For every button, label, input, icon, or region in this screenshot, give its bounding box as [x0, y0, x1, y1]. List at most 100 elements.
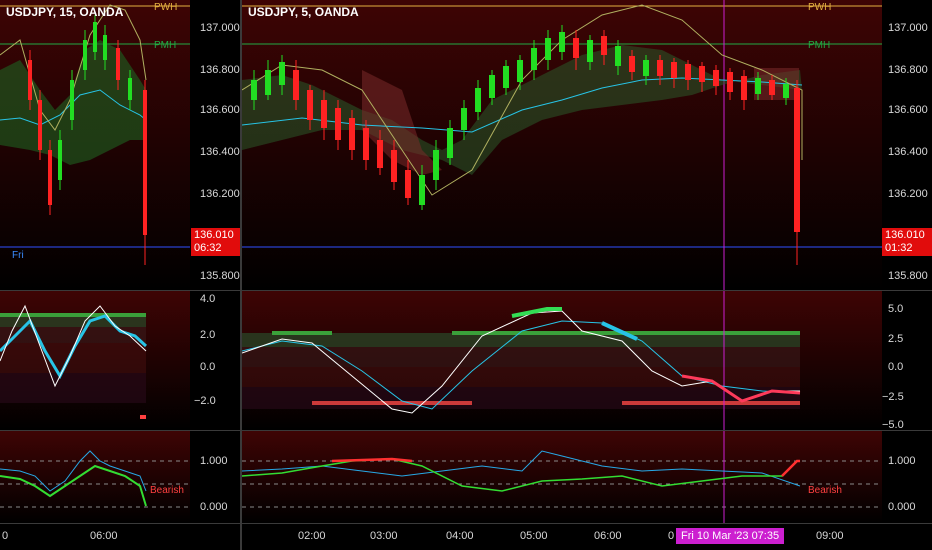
left-countdown: 06:32: [194, 242, 222, 254]
left-status-label: Bearish: [150, 485, 184, 496]
left-pmh-label: PMH: [154, 40, 177, 51]
left-price-pane[interactable]: USDJPY, 15, OANDA PWH PMH Fri: [0, 0, 190, 290]
right-pmh-label: PMH: [808, 40, 831, 51]
right-price-axis[interactable]: 137.000 136.800 136.600 136.400 136.200 …: [882, 0, 932, 290]
right-chart-title: USDJPY, 5, OANDA: [248, 5, 359, 19]
right-oscillator-pane[interactable]: [242, 291, 882, 430]
right-osc-tick: 5.0: [888, 303, 904, 315]
right-price-tick: 137.000: [888, 22, 928, 34]
candle-body: [251, 80, 257, 100]
pane-divider[interactable]: [0, 290, 932, 291]
candle-body: [783, 84, 789, 98]
candle-body: [265, 70, 271, 95]
right-strength-tick: 1.000: [888, 455, 916, 467]
right-time-tick: 09:00: [816, 530, 844, 542]
candle-body: [601, 36, 607, 55]
candle-body: [573, 38, 579, 58]
left-oscillator-pane[interactable]: [0, 291, 190, 430]
right-price-plot: [242, 0, 882, 290]
candle-body: [293, 70, 299, 100]
left-last-price: 136.010: [194, 229, 234, 241]
chart-divider[interactable]: [240, 0, 242, 550]
candle-body: [741, 76, 747, 100]
left-strength-tick: 1.000: [200, 455, 228, 467]
right-osc-tick: −2.5: [882, 391, 904, 403]
left-strength-tick: 0.000: [200, 501, 228, 513]
right-price-tick: 136.200: [888, 188, 928, 200]
right-strength-plot: [242, 431, 882, 523]
right-oscillator-axis[interactable]: 5.0 2.5 0.0 −2.5 −5.0: [882, 291, 932, 430]
candle-body: [699, 66, 705, 82]
right-osc-tick: 2.5: [888, 333, 904, 345]
right-status-label: Bearish: [808, 485, 842, 496]
right-price-tick: 136.400: [888, 146, 928, 158]
candle-body: [769, 80, 775, 95]
candle-body: [433, 150, 439, 180]
left-osc-tick: 4.0: [200, 293, 216, 305]
left-strength-plot: [0, 450, 190, 508]
candle-body: [279, 62, 285, 85]
right-price-pane[interactable]: USDJPY, 5, OANDA PWH PMH: [242, 0, 882, 290]
left-time-axis[interactable]: 0 06:00: [0, 524, 240, 550]
pane-divider[interactable]: [0, 523, 932, 524]
candle-body: [755, 78, 761, 94]
right-time-tick: 06:00: [594, 530, 622, 542]
right-oscillator-plot: [242, 291, 801, 430]
right-price-tick: 136.800: [888, 64, 928, 76]
candle-body: [489, 75, 495, 98]
candle-body: [377, 140, 383, 168]
left-chart-title: USDJPY, 15, OANDA: [6, 5, 124, 19]
candle-body: [321, 100, 327, 128]
right-time-tick: 05:00: [520, 530, 548, 542]
left-oscillator-axis[interactable]: 4.0 2.0 0.0 −2.0: [190, 291, 240, 430]
right-time-tick: 0: [668, 530, 675, 542]
right-last-price: 136.010: [885, 229, 925, 241]
left-oscillator-plot: [0, 304, 148, 419]
left-strength-pane[interactable]: Bearish: [0, 431, 190, 523]
right-last-price-tag: 136.010 01:32: [882, 228, 932, 256]
left-osc-tick: 0.0: [200, 361, 216, 373]
right-price-tick: 136.600: [888, 104, 928, 116]
left-osc-tick: 2.0: [200, 329, 216, 341]
right-time-axis[interactable]: 02:00 03:00 04:00 05:00 06:00 0 09:00 Fr…: [242, 524, 932, 550]
candle-body: [545, 38, 551, 60]
candle-body: [391, 150, 397, 182]
left-price-tick: 137.000: [200, 22, 240, 34]
left-price-tick: 136.400: [200, 146, 240, 158]
left-price-plot: [0, 4, 190, 265]
candle-body: [727, 72, 733, 92]
candle-body: [713, 70, 719, 86]
right-strength-pane[interactable]: Bearish: [242, 431, 882, 523]
left-session-label: Fri: [12, 250, 24, 261]
left-price-tick: 136.200: [200, 188, 240, 200]
candle-body: [349, 118, 355, 150]
left-strength-axis[interactable]: 1.000 0.000: [190, 431, 240, 523]
candle-body: [503, 66, 509, 88]
right-time-tick: 03:00: [370, 530, 398, 542]
right-time-tick: 02:00: [298, 530, 326, 542]
candle-body: [419, 175, 425, 205]
candle-body: [307, 90, 313, 120]
candle-body: [559, 32, 565, 52]
right-osc-tick: 0.0: [888, 361, 904, 373]
candle-body: [363, 128, 369, 160]
candle-body: [461, 108, 467, 130]
right-countdown: 01:32: [885, 242, 913, 254]
left-time-tick: 0: [2, 530, 9, 542]
pane-divider[interactable]: [0, 430, 932, 431]
right-strength-axis[interactable]: 1.000 0.000: [882, 431, 932, 523]
right-osc-tick: −5.0: [882, 419, 904, 430]
left-price-tick: 135.800: [200, 270, 240, 282]
left-last-price-tag: 136.010 06:32: [191, 228, 240, 256]
candle-body: [335, 108, 341, 140]
candle-body: [615, 46, 621, 66]
left-time-tick: 06:00: [90, 530, 118, 542]
left-price-axis[interactable]: 137.000 136.800 136.600 136.400 136.200 …: [190, 0, 240, 290]
candle-body: [685, 64, 691, 80]
candle-body: [671, 62, 677, 78]
candle-body: [531, 48, 537, 70]
right-price-tick: 135.800: [888, 270, 928, 282]
candle-body: [587, 40, 593, 62]
left-pwh-label: PWH: [154, 2, 178, 13]
left-price-tick: 136.800: [200, 64, 240, 76]
